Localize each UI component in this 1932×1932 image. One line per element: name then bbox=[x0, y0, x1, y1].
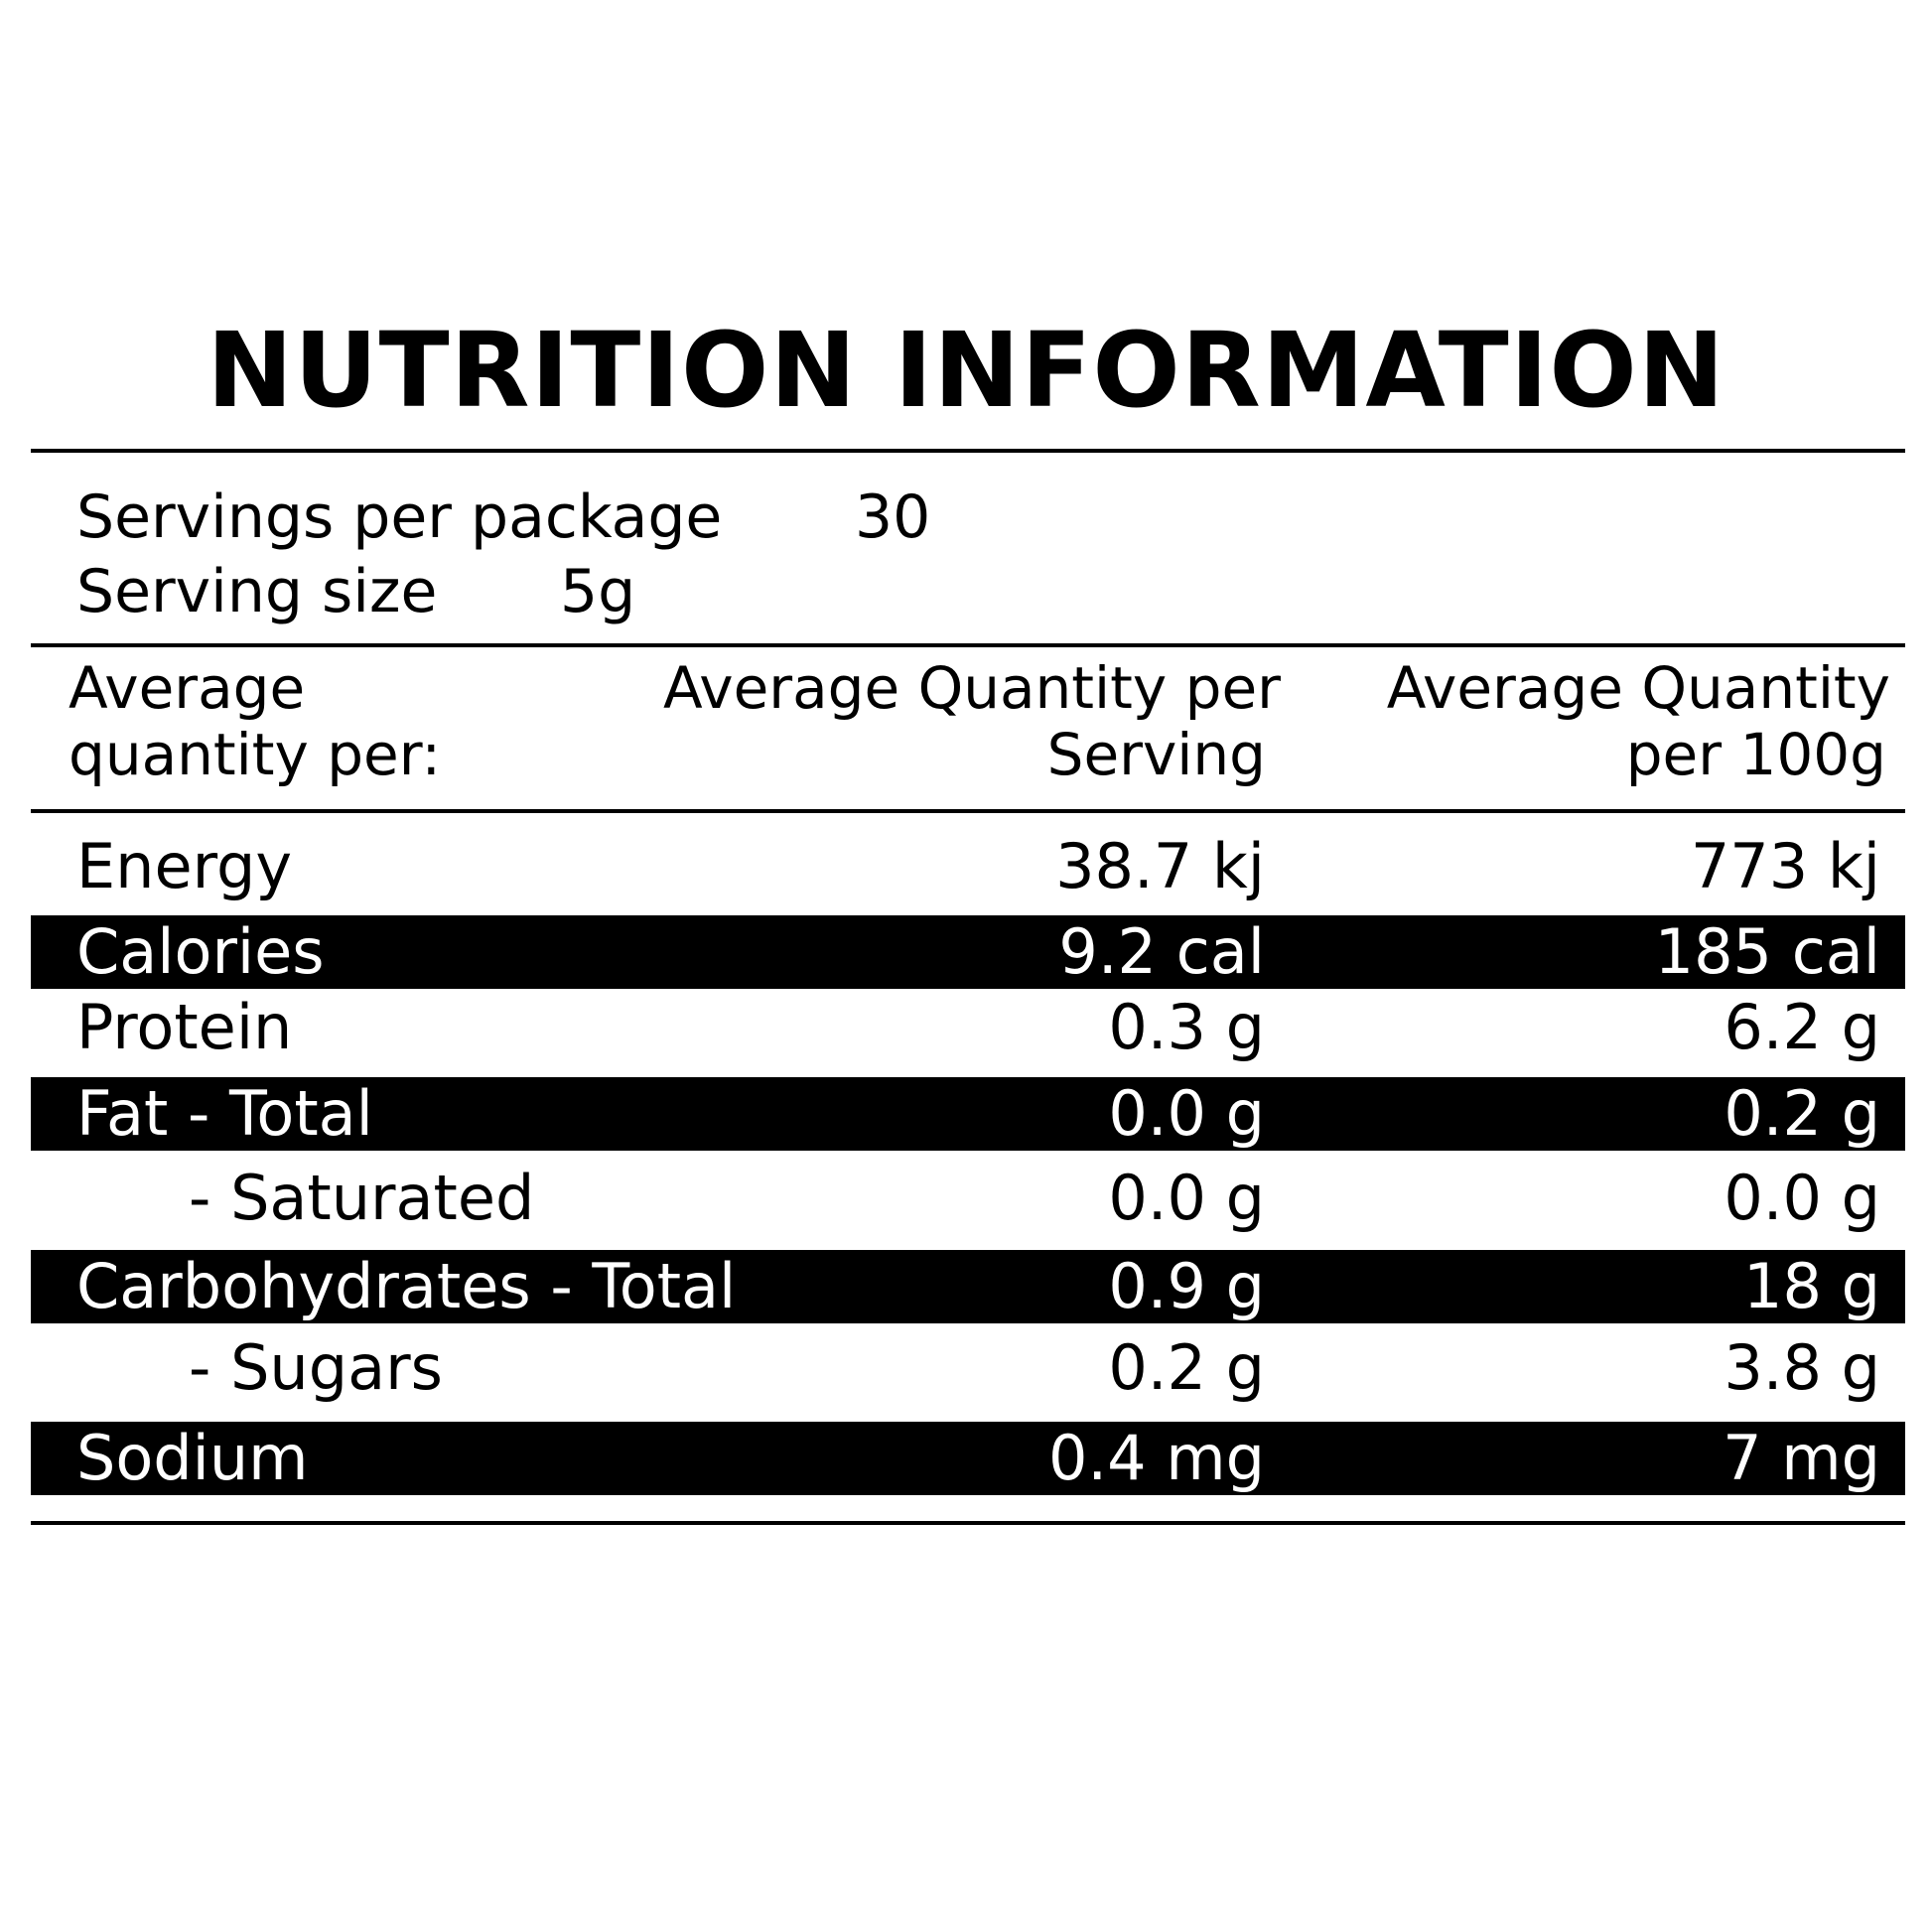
divider bbox=[31, 643, 1905, 647]
row-energy: Energy 38.7 kj 773 kj bbox=[31, 830, 1905, 903]
row-per100g-value: 6.2 g bbox=[1724, 991, 1880, 1063]
row-label: Energy bbox=[76, 830, 293, 902]
row-protein: Protein 0.3 g 6.2 g bbox=[31, 991, 1905, 1064]
row-serving-value: 0.4 mg bbox=[1047, 1422, 1265, 1494]
header-col3-line2: per 100g bbox=[1625, 721, 1886, 788]
row-fat-total: Fat - Total 0.0 g 0.2 g bbox=[31, 1077, 1905, 1151]
header-col3-line1: Average Quantity bbox=[1386, 654, 1890, 722]
row-label: Fat - Total bbox=[76, 1077, 373, 1150]
header-col1-line2: quantity per: bbox=[69, 721, 442, 788]
row-sodium: Sodium 0.4 mg 7 mg bbox=[31, 1422, 1905, 1495]
header-col2-line1: Average Quantity per bbox=[662, 654, 1281, 722]
row-label: Sodium bbox=[76, 1422, 309, 1494]
row-per100g-value: 3.8 g bbox=[1724, 1331, 1880, 1404]
row-sugars: - Sugars 0.2 g 3.8 g bbox=[31, 1331, 1905, 1405]
divider bbox=[31, 449, 1905, 453]
row-serving-value: 0.3 g bbox=[1108, 991, 1265, 1063]
row-serving-value: 0.0 g bbox=[1108, 1162, 1265, 1234]
row-label: Protein bbox=[76, 991, 293, 1063]
header-col2-line2: Serving bbox=[1046, 721, 1266, 788]
row-calories: Calories 9.2 cal 185 cal bbox=[31, 915, 1905, 989]
row-per100g-value: 0.0 g bbox=[1724, 1162, 1880, 1234]
row-serving-value: 0.9 g bbox=[1108, 1250, 1265, 1322]
page-title: NUTRITION INFORMATION bbox=[207, 310, 1725, 431]
row-per100g-value: 7 mg bbox=[1723, 1422, 1880, 1494]
row-serving-value: 0.2 g bbox=[1108, 1331, 1265, 1404]
row-label: Calories bbox=[76, 915, 325, 988]
row-label: - Saturated bbox=[189, 1162, 535, 1234]
row-per100g-value: 773 kj bbox=[1690, 830, 1880, 902]
row-serving-value: 38.7 kj bbox=[1055, 830, 1265, 902]
row-saturated: - Saturated 0.0 g 0.0 g bbox=[31, 1162, 1905, 1235]
header-col1-line1: Average bbox=[69, 654, 306, 722]
row-serving-value: 9.2 cal bbox=[1058, 915, 1265, 988]
servings-per-package-value: 30 bbox=[855, 483, 931, 552]
row-serving-value: 0.0 g bbox=[1108, 1077, 1265, 1150]
row-per100g-value: 185 cal bbox=[1654, 915, 1880, 988]
serving-size-value: 5g bbox=[560, 557, 636, 626]
row-per100g-value: 0.2 g bbox=[1724, 1077, 1880, 1150]
divider bbox=[31, 1521, 1905, 1525]
divider bbox=[31, 809, 1905, 813]
row-label: Carbohydrates - Total bbox=[76, 1250, 737, 1322]
serving-size-label: Serving size bbox=[76, 557, 438, 626]
row-label: - Sugars bbox=[189, 1331, 443, 1404]
row-carbohydrates-total: Carbohydrates - Total 0.9 g 18 g bbox=[31, 1250, 1905, 1323]
servings-per-package-label: Servings per package bbox=[76, 483, 723, 552]
row-per100g-value: 18 g bbox=[1743, 1250, 1880, 1322]
